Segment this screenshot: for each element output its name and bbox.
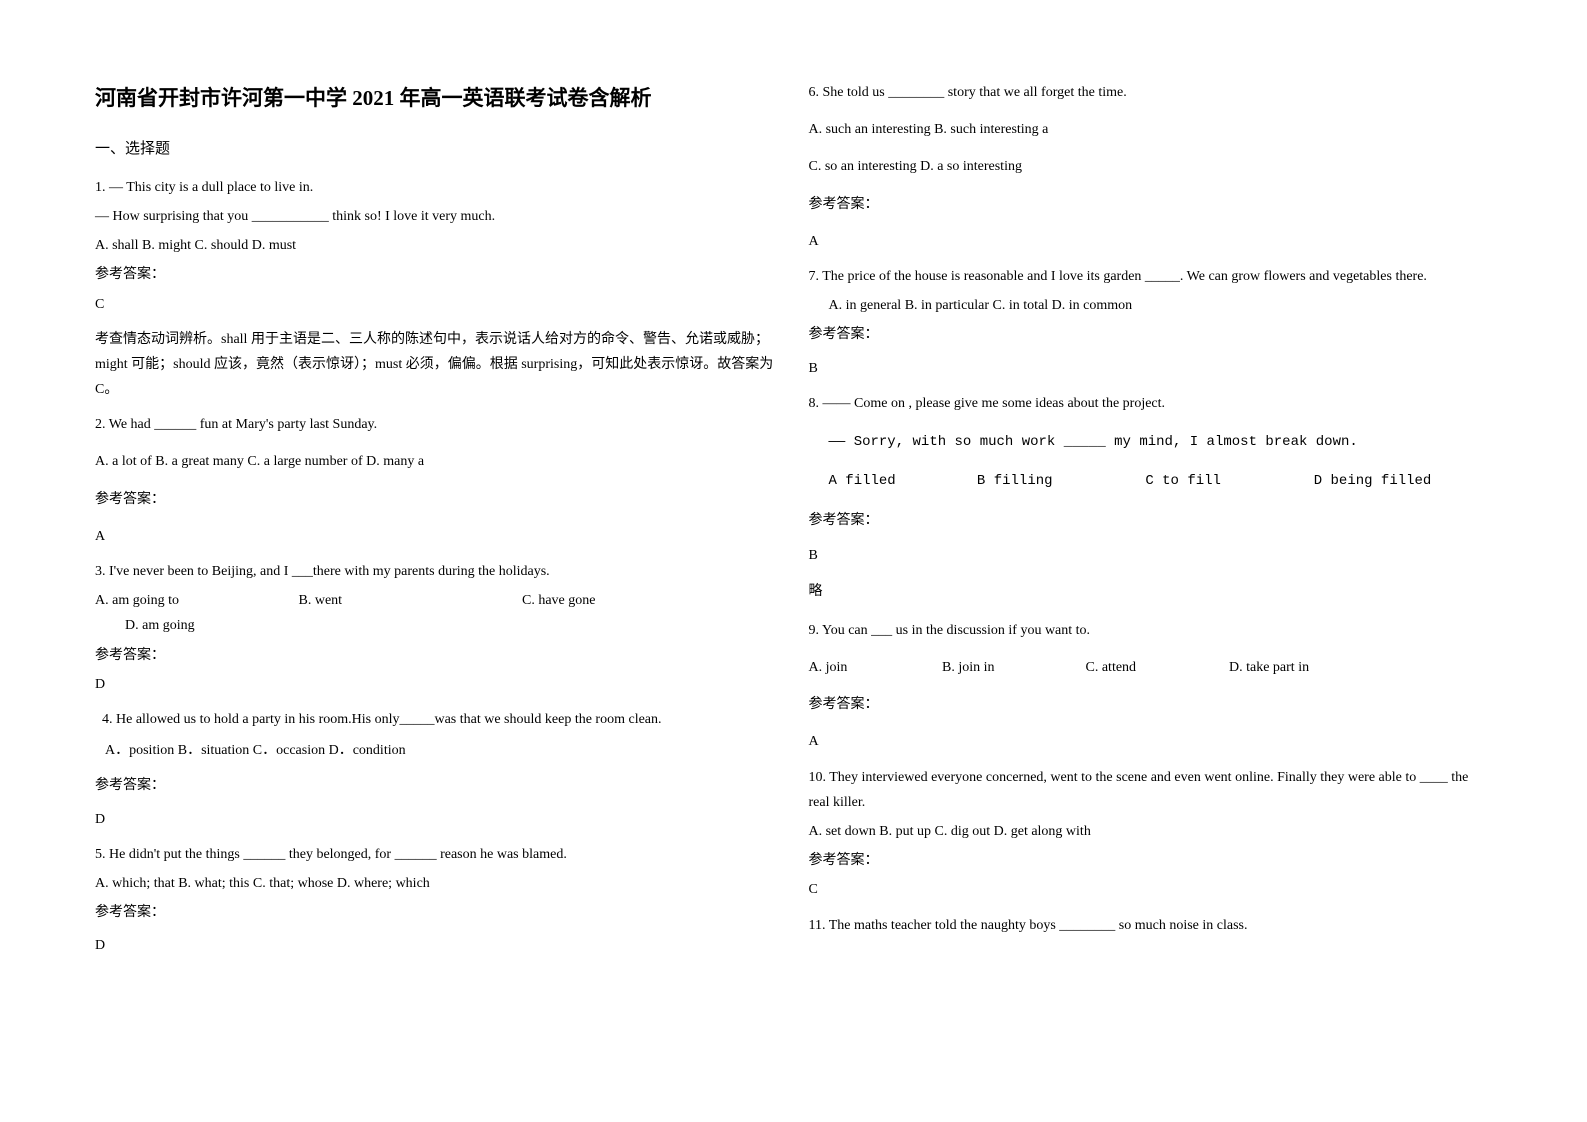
q10-options: A. set down B. put up C. dig out D. get … <box>809 819 1493 844</box>
q3-opt-c: C. have gone <box>522 593 595 608</box>
q8-note: 略 <box>809 579 1493 604</box>
q9-answer-label: 参考答案： <box>809 692 1493 717</box>
q3-answer-label: 参考答案： <box>95 643 779 668</box>
q4-options: A．position B．situation C．occasion D．cond… <box>95 738 779 763</box>
q7-answer: B <box>809 356 1493 381</box>
q8-answer: B <box>809 543 1493 568</box>
q9-opt-d: D. take part in <box>1229 660 1309 675</box>
q9-answer: A <box>809 729 1493 754</box>
q10-answer-label: 参考答案： <box>809 848 1493 873</box>
q8-line1: 8. —— Come on , please give me some idea… <box>809 391 1493 416</box>
q7-answer-label: 参考答案： <box>809 322 1493 347</box>
q9-options: A. join B. join in C. attend D. take par… <box>809 655 1493 680</box>
q3-text: 3. I've never been to Beijing, and I ___… <box>95 559 779 584</box>
q5-answer: D <box>95 933 779 958</box>
q8-opt-b: B filling <box>977 469 1137 494</box>
q9-opt-a: A. join <box>809 655 939 680</box>
q6-options1: A. such an interesting B. such interesti… <box>809 117 1493 142</box>
q5-options: A. which; that B. what; this C. that; wh… <box>95 871 779 896</box>
q6-options2: C. so an interesting D. a so interesting <box>809 154 1493 179</box>
q3-answer: D <box>95 672 779 697</box>
question-4: 4. He allowed us to hold a party in his … <box>95 707 779 832</box>
question-8: 8. —— Come on , please give me some idea… <box>809 391 1493 604</box>
q9-opt-c: C. attend <box>1086 655 1226 680</box>
q10-text: 10. They interviewed everyone concerned,… <box>809 765 1493 815</box>
q6-answer: A <box>809 229 1493 254</box>
q1-answer-label: 参考答案： <box>95 262 779 287</box>
question-6: 6. She told us ________ story that we al… <box>809 80 1493 254</box>
q8-options: A filled B filling C to fill D being fil… <box>809 469 1493 494</box>
q8-answer-label: 参考答案： <box>809 508 1493 533</box>
left-column: 河南省开封市许河第一中学 2021 年高一英语联考试卷含解析 一、选择题 1. … <box>95 80 779 1042</box>
q8-opt-c: C to fill <box>1145 469 1305 494</box>
q3-opt-a: A. am going to <box>95 588 295 613</box>
q8-opt-a: A filled <box>829 469 969 494</box>
section-header: 一、选择题 <box>95 136 779 163</box>
question-10: 10. They interviewed everyone concerned,… <box>809 765 1493 903</box>
q3-opt-d: D. am going <box>95 613 779 638</box>
q2-options: A. a lot of B. a great many C. a large n… <box>95 449 779 474</box>
question-2: 2. We had ______ fun at Mary's party las… <box>95 412 779 549</box>
q1-line2: — How surprising that you ___________ th… <box>95 204 779 229</box>
q4-text: 4. He allowed us to hold a party in his … <box>95 707 779 732</box>
q5-answer-label: 参考答案： <box>95 900 779 925</box>
q3-options-row1: A. am going to B. went C. have gone <box>95 588 779 613</box>
q7-text: 7. The price of the house is reasonable … <box>809 264 1493 289</box>
question-7: 7. The price of the house is reasonable … <box>809 264 1493 381</box>
q4-answer-label: 参考答案： <box>95 773 779 798</box>
q5-text: 5. He didn't put the things ______ they … <box>95 842 779 867</box>
q9-opt-b: B. join in <box>942 655 1082 680</box>
q6-text: 6. She told us ________ story that we al… <box>809 80 1493 105</box>
question-5: 5. He didn't put the things ______ they … <box>95 842 779 959</box>
q8-line2: —— Sorry, with so much work _____ my min… <box>809 430 1493 455</box>
q7-options: A. in general B. in particular C. in tot… <box>809 293 1493 318</box>
q2-answer-label: 参考答案： <box>95 487 779 512</box>
question-3: 3. I've never been to Beijing, and I ___… <box>95 559 779 697</box>
document-title: 河南省开封市许河第一中学 2021 年高一英语联考试卷含解析 <box>95 80 779 118</box>
q8-opt-d: D being filled <box>1314 473 1432 489</box>
q1-explanation: 考查情态动词辨析。shall 用于主语是二、三人称的陈述句中，表示说话人给对方的… <box>95 327 779 403</box>
q1-line1: 1. — This city is a dull place to live i… <box>95 175 779 200</box>
question-11: 11. The maths teacher told the naughty b… <box>809 913 1493 938</box>
right-column: 6. She told us ________ story that we al… <box>809 80 1493 1042</box>
q10-answer: C <box>809 877 1493 902</box>
q6-answer-label: 参考答案： <box>809 192 1493 217</box>
q2-text: 2. We had ______ fun at Mary's party las… <box>95 412 779 437</box>
q3-opt-b: B. went <box>299 588 519 613</box>
q4-answer: D <box>95 807 779 832</box>
q2-answer: A <box>95 524 779 549</box>
q11-text: 11. The maths teacher told the naughty b… <box>809 913 1493 938</box>
q1-answer: C <box>95 292 779 317</box>
question-1: 1. — This city is a dull place to live i… <box>95 175 779 403</box>
q9-text: 9. You can ___ us in the discussion if y… <box>809 618 1493 643</box>
q1-options: A. shall B. might C. should D. must <box>95 233 779 258</box>
question-9: 9. You can ___ us in the discussion if y… <box>809 618 1493 755</box>
